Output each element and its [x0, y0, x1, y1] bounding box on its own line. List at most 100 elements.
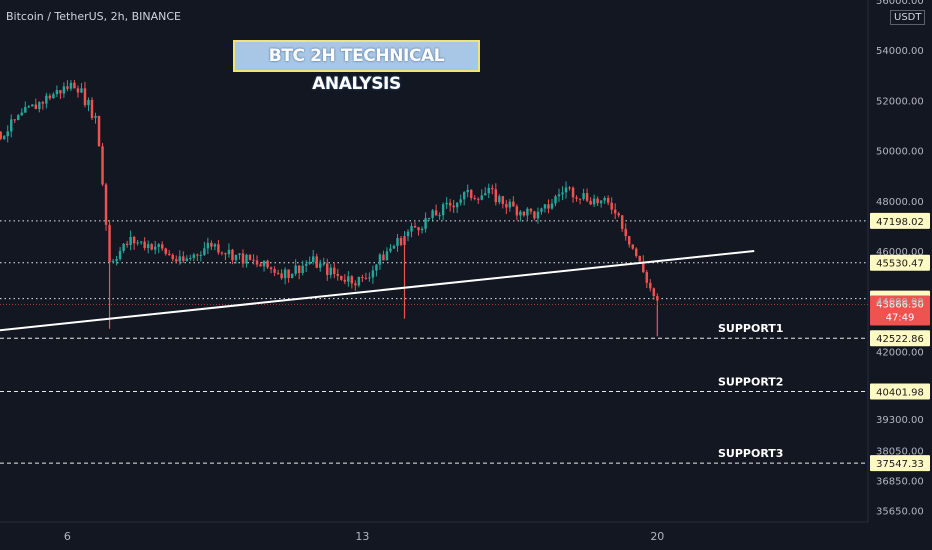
- candle-body: [610, 202, 613, 210]
- candle-body: [24, 107, 27, 113]
- candle-body: [568, 187, 571, 189]
- candle-body: [220, 252, 224, 254]
- candle-body: [347, 276, 350, 282]
- candle-body: [469, 189, 473, 198]
- candle-body: [153, 246, 157, 250]
- price-level-badge: [870, 455, 930, 472]
- candle-body: [466, 189, 469, 193]
- candle-body: [122, 243, 125, 251]
- candle-body: [462, 192, 466, 200]
- candle-body: [364, 277, 368, 279]
- candle-body: [536, 211, 540, 219]
- candle-body: [224, 253, 227, 255]
- candle-body: [413, 225, 417, 228]
- candle-body: [69, 82, 73, 89]
- candle-body: [487, 187, 491, 194]
- candle-body: [234, 254, 238, 261]
- candle-body: [371, 270, 375, 278]
- candle-body: [628, 236, 631, 245]
- candle-body: [592, 198, 596, 205]
- candle-body: [389, 248, 392, 252]
- candle-body: [582, 193, 585, 200]
- candle-body: [599, 200, 603, 204]
- candle-body: [361, 276, 364, 278]
- x-tick-label: 6: [64, 530, 71, 543]
- candle-body: [494, 189, 498, 203]
- candle-body: [168, 253, 171, 255]
- y-tick-label: 36850.00: [876, 477, 924, 488]
- candle-body: [108, 224, 111, 263]
- candle-body: [283, 269, 287, 279]
- candle-body: [578, 198, 582, 200]
- candle-body: [596, 198, 599, 204]
- candle-body: [48, 95, 52, 99]
- candle-body: [480, 195, 483, 200]
- candle-body: [290, 273, 294, 278]
- candle-body: [399, 238, 403, 245]
- candle-body: [308, 261, 311, 264]
- candle-body: [297, 265, 301, 273]
- support-annotation: SUPPORT2: [718, 375, 783, 388]
- candle-body: [139, 241, 143, 243]
- current-price-label: 43866.30: [876, 300, 924, 311]
- y-tick-label: 38050.00: [876, 446, 924, 457]
- candle-body: [473, 197, 476, 199]
- candle-body: [203, 248, 206, 255]
- candle-body: [259, 264, 262, 267]
- y-tick-label: 35650.00: [876, 507, 924, 518]
- candle-body: [343, 279, 347, 282]
- candle-body: [529, 208, 533, 212]
- candle-body: [501, 196, 505, 204]
- candle-body: [624, 228, 627, 237]
- y-tick-label: 46000.00: [876, 247, 924, 258]
- candle-body: [505, 203, 508, 208]
- price-level-badge: [870, 330, 930, 347]
- candle-body: [396, 238, 399, 246]
- candle-body: [441, 204, 445, 216]
- candle-body: [431, 210, 434, 218]
- candle-body: [438, 215, 441, 217]
- candle-body: [484, 193, 487, 196]
- candle-body: [287, 269, 290, 278]
- candle-body: [248, 254, 252, 260]
- candle-body: [118, 250, 122, 260]
- price-level-label: 40401.98: [876, 387, 924, 398]
- candle-body: [357, 276, 361, 286]
- candle-body: [199, 254, 203, 256]
- candle-body: [90, 100, 94, 118]
- price-level-label: 42522.86: [876, 334, 924, 345]
- candle-body: [280, 273, 283, 279]
- candle-body: [125, 243, 129, 246]
- candle-body: [13, 119, 16, 121]
- candle-body: [255, 260, 259, 265]
- candle-body: [66, 86, 69, 89]
- candle-body: [498, 196, 501, 203]
- y-tick-label: 48000.00: [876, 197, 924, 208]
- price-level-label: 47198.02: [876, 217, 924, 228]
- candle-body: [585, 193, 589, 201]
- candle-body: [533, 211, 536, 219]
- candle-body: [333, 267, 336, 274]
- currency-badge[interactable]: USDT: [890, 10, 926, 25]
- candle-body: [550, 203, 554, 209]
- candle-body: [10, 119, 13, 132]
- candle-body: [354, 283, 357, 286]
- candle-body: [564, 187, 568, 193]
- candle-body: [575, 197, 578, 199]
- candle-body: [178, 256, 182, 262]
- candle-body: [326, 263, 329, 275]
- candle-body: [635, 248, 638, 256]
- candle-body: [157, 244, 160, 247]
- trend-line: [0, 249, 755, 332]
- candle-body: [620, 215, 624, 229]
- candle-body: [526, 208, 529, 216]
- candle-body: [515, 206, 519, 216]
- candle-body: [59, 90, 62, 94]
- candle-body: [238, 253, 241, 255]
- candle-body: [192, 254, 196, 259]
- candle-body: [182, 256, 185, 261]
- candle-body: [368, 277, 371, 279]
- candle-body: [171, 254, 174, 260]
